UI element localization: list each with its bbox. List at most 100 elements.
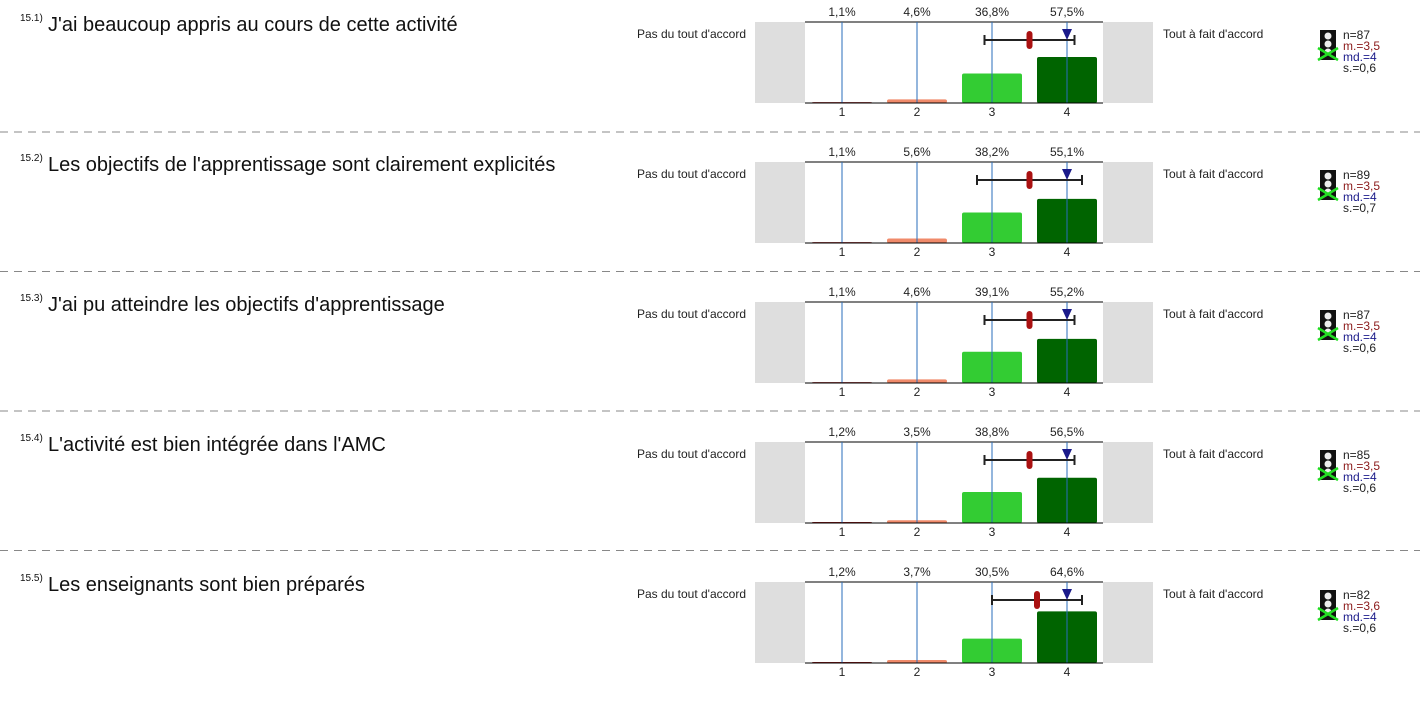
gray-box xyxy=(755,582,805,663)
icon xyxy=(1317,466,1339,482)
gray-box xyxy=(1103,162,1153,243)
question-text: J'ai pu atteindre les objectifs d'appren… xyxy=(48,294,445,316)
question-text: L'activité est bien intégrée dans l'AMC xyxy=(48,434,386,456)
question-number: 15.4) xyxy=(20,433,43,444)
percent-label: 36,8% xyxy=(975,5,1009,19)
percent-label: 3,7% xyxy=(903,565,931,579)
percent-label: 57,5% xyxy=(1050,5,1084,19)
gray-box xyxy=(755,442,805,523)
stat-mean: m.=3,5 xyxy=(1343,39,1380,53)
category-label: 1 xyxy=(839,105,846,119)
stat-sd: s.=0,6 xyxy=(1343,341,1376,355)
right-anchor: Tout à fait d'accord xyxy=(1163,307,1263,321)
question-text: J'ai beaucoup appris au cours de cette a… xyxy=(48,14,458,36)
percent-label: 55,1% xyxy=(1050,145,1084,159)
median-marker xyxy=(1062,449,1072,460)
category-label: 4 xyxy=(1064,105,1071,119)
median-marker xyxy=(1062,589,1072,600)
stat-n: n=85 xyxy=(1343,448,1370,462)
category-label: 2 xyxy=(914,525,921,539)
percent-label: 38,2% xyxy=(975,145,1009,159)
right-anchor: Tout à fait d'accord xyxy=(1163,587,1263,601)
percent-label: 39,1% xyxy=(975,285,1009,299)
percent-label: 3,5% xyxy=(903,425,931,439)
icon xyxy=(1324,592,1332,600)
category-label: 3 xyxy=(989,665,996,679)
left-anchor: Pas du tout d'accord xyxy=(637,307,746,321)
icon xyxy=(1324,320,1332,328)
question-text: Les objectifs de l'apprentissage sont cl… xyxy=(48,154,556,176)
icon xyxy=(1324,312,1332,320)
left-anchor: Pas du tout d'accord xyxy=(637,587,746,601)
left-anchor: Pas du tout d'accord xyxy=(637,167,746,181)
stat-mean: m.=3,5 xyxy=(1343,179,1380,193)
question-text: Les enseignants sont bien préparés xyxy=(48,574,365,596)
stat-sd: s.=0,7 xyxy=(1343,201,1376,215)
gray-box xyxy=(1103,442,1153,523)
mean-marker xyxy=(1026,311,1033,329)
category-label: 4 xyxy=(1064,385,1071,399)
category-label: 3 xyxy=(989,525,996,539)
right-anchor: Tout à fait d'accord xyxy=(1163,167,1263,181)
left-anchor: Pas du tout d'accord xyxy=(637,447,746,461)
percent-label: 30,5% xyxy=(975,565,1009,579)
mean-marker xyxy=(1026,451,1033,469)
icon xyxy=(1317,46,1339,62)
stat-median: md.=4 xyxy=(1343,610,1377,624)
category-label: 1 xyxy=(839,665,846,679)
category-label: 2 xyxy=(914,665,921,679)
stat-n: n=89 xyxy=(1343,168,1370,182)
percent-label: 55,2% xyxy=(1050,285,1084,299)
icon xyxy=(1324,180,1332,188)
category-label: 4 xyxy=(1064,245,1071,259)
stat-mean: m.=3,5 xyxy=(1343,319,1380,333)
category-label: 2 xyxy=(914,385,921,399)
stat-n: n=87 xyxy=(1343,308,1370,322)
percent-label: 4,6% xyxy=(903,285,931,299)
percent-label: 1,2% xyxy=(828,565,856,579)
category-label: 4 xyxy=(1064,665,1071,679)
mean-marker xyxy=(1026,31,1033,49)
gray-box xyxy=(755,162,805,243)
icon xyxy=(1317,326,1339,342)
icon xyxy=(1324,452,1332,460)
right-anchor: Tout à fait d'accord xyxy=(1163,27,1263,41)
stat-median: md.=4 xyxy=(1343,190,1377,204)
percent-label: 64,6% xyxy=(1050,565,1084,579)
question-number: 15.5) xyxy=(20,573,43,584)
percent-label: 1,1% xyxy=(828,5,856,19)
left-anchor: Pas du tout d'accord xyxy=(637,27,746,41)
percent-label: 1,2% xyxy=(828,425,856,439)
icon xyxy=(1324,32,1332,40)
question-number: 15.3) xyxy=(20,293,43,304)
icon xyxy=(1317,606,1339,622)
category-label: 2 xyxy=(914,245,921,259)
category-label: 1 xyxy=(839,385,846,399)
percent-label: 38,8% xyxy=(975,425,1009,439)
stat-n: n=82 xyxy=(1343,588,1370,602)
stat-median: md.=4 xyxy=(1343,470,1377,484)
stat-mean: m.=3,5 xyxy=(1343,459,1380,473)
mean-marker xyxy=(1034,591,1040,609)
gray-box xyxy=(1103,302,1153,383)
stat-median: md.=4 xyxy=(1343,50,1377,64)
percent-label: 56,5% xyxy=(1050,425,1084,439)
question-number: 15.1) xyxy=(20,13,43,24)
category-label: 4 xyxy=(1064,525,1071,539)
icon xyxy=(1324,600,1332,608)
category-label: 1 xyxy=(839,525,846,539)
median-marker xyxy=(1062,309,1072,320)
stat-n: n=87 xyxy=(1343,28,1370,42)
gray-box xyxy=(755,22,805,103)
question-number: 15.2) xyxy=(20,153,43,164)
mean-marker xyxy=(1026,171,1033,189)
icon xyxy=(1324,40,1332,48)
gray-box xyxy=(1103,582,1153,663)
category-label: 3 xyxy=(989,245,996,259)
percent-label: 1,1% xyxy=(828,285,856,299)
percent-label: 5,6% xyxy=(903,145,931,159)
median-marker xyxy=(1062,29,1072,40)
median-marker xyxy=(1062,169,1072,180)
